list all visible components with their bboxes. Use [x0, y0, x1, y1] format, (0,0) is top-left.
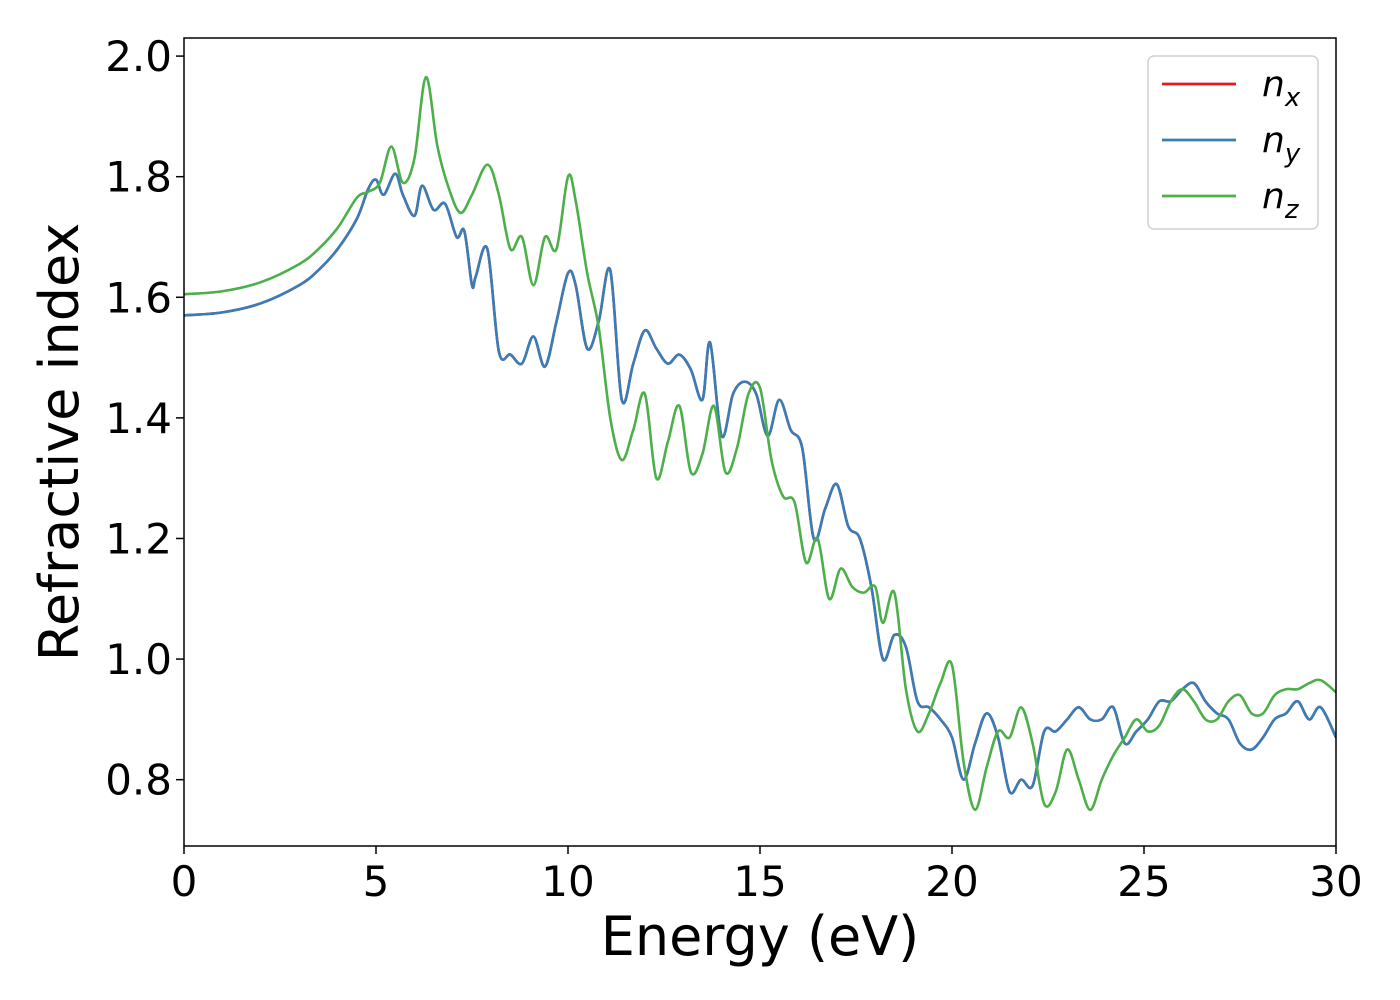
y-axis-title: Refractive index	[28, 223, 91, 662]
x-tick-label: 30	[1309, 857, 1362, 906]
x-tick-label: 25	[1117, 857, 1170, 906]
y-tick-label: 1.4	[105, 394, 172, 443]
x-tick-label: 15	[733, 857, 786, 906]
x-tick-label: 20	[925, 857, 978, 906]
y-tick-label: 1.6	[105, 273, 172, 322]
legend-label-n-y: ny	[1262, 120, 1301, 169]
series-line-n-y	[184, 172, 1336, 795]
x-axis-title: Energy (eV)	[601, 905, 920, 968]
y-tick-label: 1.8	[105, 153, 172, 202]
x-tick-label: 0	[171, 857, 198, 906]
x-tick-label: 5	[363, 857, 390, 906]
series-line-n-z	[184, 75, 1336, 812]
legend-label-n-x: nx	[1262, 64, 1301, 113]
x-tick-label: 10	[541, 857, 594, 906]
y-tick-label: 2.0	[105, 32, 172, 81]
y-tick-label: 1.2	[105, 514, 172, 563]
legend: nx ny nz	[1147, 55, 1319, 230]
y-tick-label: 0.8	[105, 756, 172, 805]
y-tick-label: 1.0	[105, 635, 172, 684]
legend-label-n-z: nz	[1262, 176, 1300, 225]
series-layer	[184, 75, 1336, 812]
x-axis-ticks: 0 5 10 15 20 25 30	[171, 846, 1363, 906]
y-axis-ticks: 0.8 1.0 1.2 1.4 1.6 1.8 2.0	[105, 32, 184, 805]
legend-box	[1147, 55, 1319, 230]
